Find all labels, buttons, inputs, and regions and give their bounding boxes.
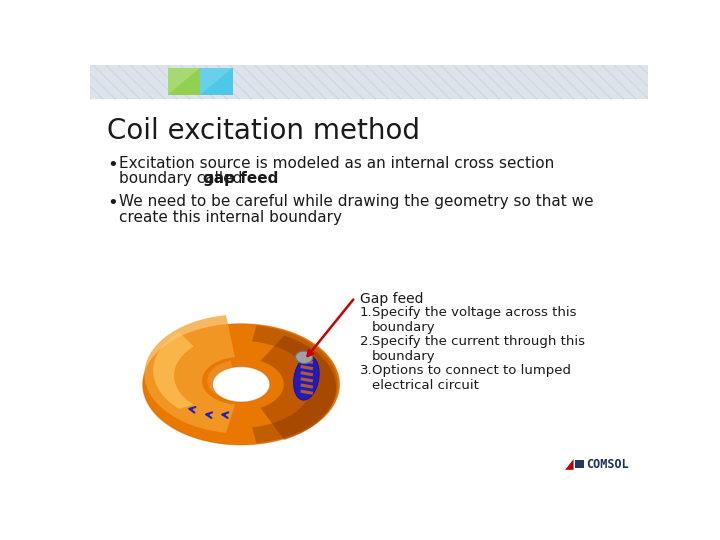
Polygon shape bbox=[565, 459, 574, 470]
Text: •: • bbox=[107, 156, 118, 174]
Text: COMSOL: COMSOL bbox=[586, 458, 629, 471]
Bar bbox=[300, 371, 313, 376]
Polygon shape bbox=[143, 323, 340, 445]
Bar bbox=[168, 68, 200, 95]
Text: 3.: 3. bbox=[360, 364, 372, 377]
Bar bbox=[300, 365, 313, 370]
Polygon shape bbox=[168, 68, 200, 95]
Bar bbox=[300, 359, 313, 364]
Ellipse shape bbox=[295, 351, 312, 363]
Bar bbox=[575, 460, 584, 468]
Text: create this internal boundary: create this internal boundary bbox=[120, 210, 343, 225]
Bar bbox=[300, 390, 313, 395]
Bar bbox=[200, 68, 233, 95]
Text: 2.: 2. bbox=[360, 335, 372, 348]
Text: We need to be careful while drawing the geometry so that we: We need to be careful while drawing the … bbox=[120, 194, 594, 209]
Text: •: • bbox=[107, 194, 118, 212]
Bar bbox=[300, 377, 313, 382]
Ellipse shape bbox=[294, 356, 319, 400]
Text: Excitation source is modeled as an internal cross section: Excitation source is modeled as an inter… bbox=[120, 156, 554, 171]
Text: Coil excitation method: Coil excitation method bbox=[107, 117, 420, 145]
Text: Specify the voltage across this
boundary: Specify the voltage across this boundary bbox=[372, 306, 577, 334]
Text: Gap feed: Gap feed bbox=[360, 292, 423, 306]
Text: Options to connect to lumped
electrical circuit: Options to connect to lumped electrical … bbox=[372, 364, 571, 393]
Text: Specify the current through this
boundary: Specify the current through this boundar… bbox=[372, 335, 585, 363]
Text: boundary called: boundary called bbox=[120, 171, 248, 186]
Polygon shape bbox=[207, 361, 233, 401]
Polygon shape bbox=[200, 68, 233, 95]
Polygon shape bbox=[145, 315, 235, 433]
Bar bbox=[300, 383, 313, 389]
Text: 1.: 1. bbox=[360, 306, 372, 319]
Polygon shape bbox=[153, 332, 194, 409]
Text: gap feed: gap feed bbox=[203, 171, 279, 186]
Polygon shape bbox=[261, 336, 336, 440]
Polygon shape bbox=[252, 326, 338, 443]
Bar bbox=[90, 65, 648, 99]
